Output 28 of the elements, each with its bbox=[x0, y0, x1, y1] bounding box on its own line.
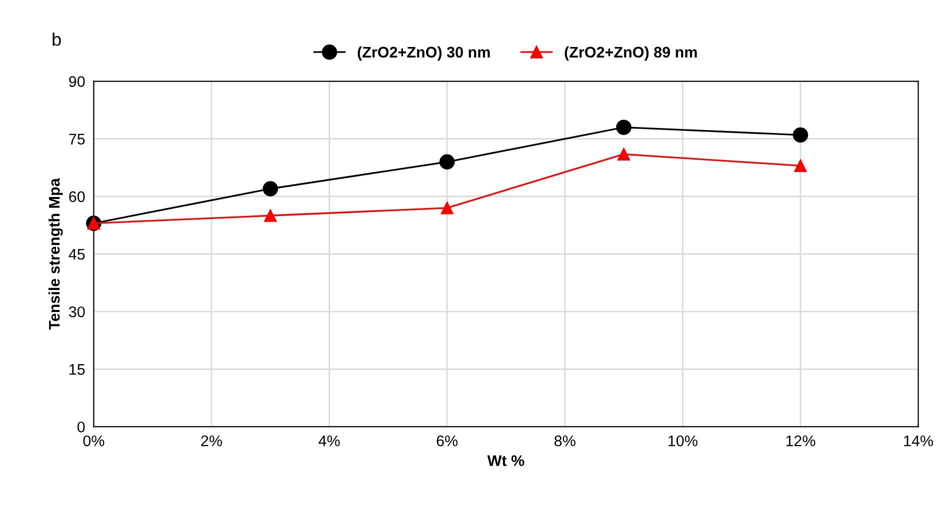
x-tick-label: 14% bbox=[904, 436, 934, 446]
point bbox=[618, 148, 630, 160]
point bbox=[264, 209, 277, 222]
point bbox=[794, 159, 807, 172]
y-tick-label: 45 bbox=[68, 249, 85, 260]
point bbox=[792, 127, 808, 143]
point bbox=[262, 181, 278, 196]
point bbox=[440, 202, 454, 214]
legend-label: (ZrO2+ZnO) 30 nm bbox=[358, 46, 490, 61]
x-axis-title: Wt % bbox=[487, 455, 524, 466]
y-tick-label: 75 bbox=[69, 134, 85, 145]
text: b bbox=[52, 32, 61, 46]
legend-label: (ZrO2+ZnO) 89 nm bbox=[564, 46, 697, 61]
y-tick-label: 60 bbox=[69, 191, 85, 202]
x-tick-label: 6% bbox=[436, 435, 458, 446]
point bbox=[439, 154, 455, 170]
y-tick-label: 0 bbox=[77, 422, 85, 432]
point bbox=[616, 120, 632, 135]
y-tick-label: 30 bbox=[68, 306, 85, 318]
x-tick-label: 2% bbox=[201, 435, 222, 446]
y-tick-label: 15 bbox=[70, 364, 85, 375]
y-axis-title: Tensile strength Mpa bbox=[48, 178, 63, 330]
x-tick-label: 4% bbox=[318, 436, 340, 446]
x-tick-label: 10% bbox=[668, 435, 698, 446]
x-tick-label: 8% bbox=[554, 435, 576, 446]
x-tick-label: 12% bbox=[786, 435, 816, 446]
y-tick-label: 90 bbox=[69, 76, 85, 87]
x-tick-label: 0% bbox=[83, 435, 104, 446]
